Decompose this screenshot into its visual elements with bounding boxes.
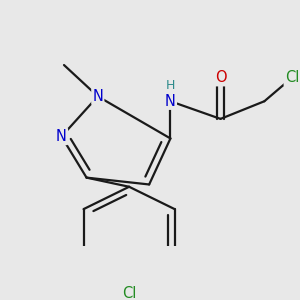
Text: H: H [166, 79, 175, 92]
Text: O: O [215, 70, 226, 85]
Text: Cl: Cl [122, 286, 136, 300]
Text: N: N [165, 94, 176, 109]
Text: Cl: Cl [285, 70, 299, 85]
Text: N: N [92, 89, 103, 104]
Text: N: N [56, 129, 67, 144]
